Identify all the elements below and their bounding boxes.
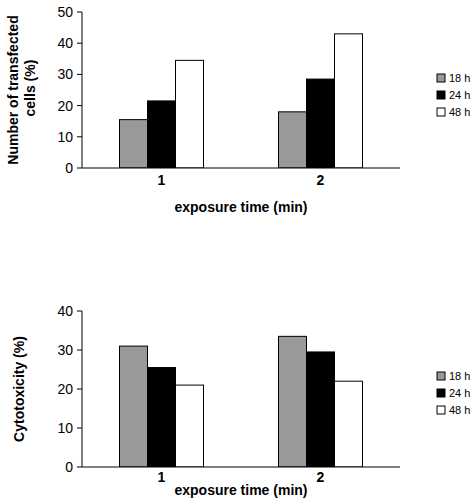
y-tick-label: 20 [57,98,73,114]
y-tick [77,74,82,75]
legend-label: 18 h [449,370,470,382]
y-tick-label: 0 [65,160,73,176]
bar [148,368,176,467]
y-axis-title: Number of transfected cells (%) [5,15,38,164]
y-tick [77,105,82,106]
bar [335,381,363,467]
legend-swatch [437,389,445,397]
y-axis-title-line: Cytotoxicity (%) [11,336,27,442]
legend-label: 18 h [449,72,470,84]
bars [120,34,363,168]
x-tick-label: 1 [158,172,166,188]
y-tick [77,168,82,169]
y-tick-label: 10 [57,420,73,436]
y-tick [77,12,82,13]
bars [120,336,363,467]
y-tick [77,136,82,137]
bar [307,79,335,168]
y-axis [82,12,83,168]
chart: 0 10 20 30 40 50 1 2 exposure time (min) Number o… [5,4,470,215]
y-tick [77,389,82,390]
legend-swatch [437,91,445,99]
y-axis [82,311,83,467]
x-axis [82,168,400,169]
bar [335,34,363,168]
bar [176,60,204,168]
bar [120,346,148,467]
y-tick [77,467,82,468]
y-axis-title-line: cells (%) [22,60,38,121]
bar [120,120,148,168]
bar [148,101,176,168]
y-tick-label: 30 [57,342,73,358]
chart: 0 10 20 30 40 1 2 exposure time (min) Cytotoxici… [11,303,470,498]
legend-label: 48 h [449,404,470,416]
y-tick-label: 0 [65,459,73,475]
y-tick-label: 20 [57,381,73,397]
x-tick-label: 1 [158,469,166,485]
y-axis-title-line: Number of transfected [5,15,21,164]
x-tick-label: 2 [317,469,325,485]
bar [279,112,307,168]
bar [176,385,204,467]
legend-swatch [437,74,445,82]
y-tick [77,350,82,351]
x-axis [82,467,400,468]
x-tick-label: 2 [317,172,325,188]
y-tick-label: 30 [57,66,73,82]
y-tick-label: 40 [57,35,73,51]
x-axis-title: exposure time (min) [174,482,307,498]
legend-label: 48 h [449,106,470,118]
y-axis-title: Cytotoxicity (%) [11,336,27,442]
figure: 0102030405012exposure time (min)Number o… [0,0,472,500]
y-tick-label: 40 [57,303,73,319]
y-tick [77,311,82,312]
y-tick [77,428,82,429]
legend-label: 24 h [449,89,470,101]
y-tick-label: 50 [57,4,73,20]
legend-swatch [437,372,445,380]
legend-swatch [437,406,445,414]
y-tick [77,43,82,44]
legend-swatch [437,108,445,116]
bar [279,336,307,467]
bar [307,352,335,467]
x-axis-title: exposure time (min) [174,199,307,215]
y-tick-label: 10 [57,129,73,145]
legend-label: 24 h [449,387,470,399]
